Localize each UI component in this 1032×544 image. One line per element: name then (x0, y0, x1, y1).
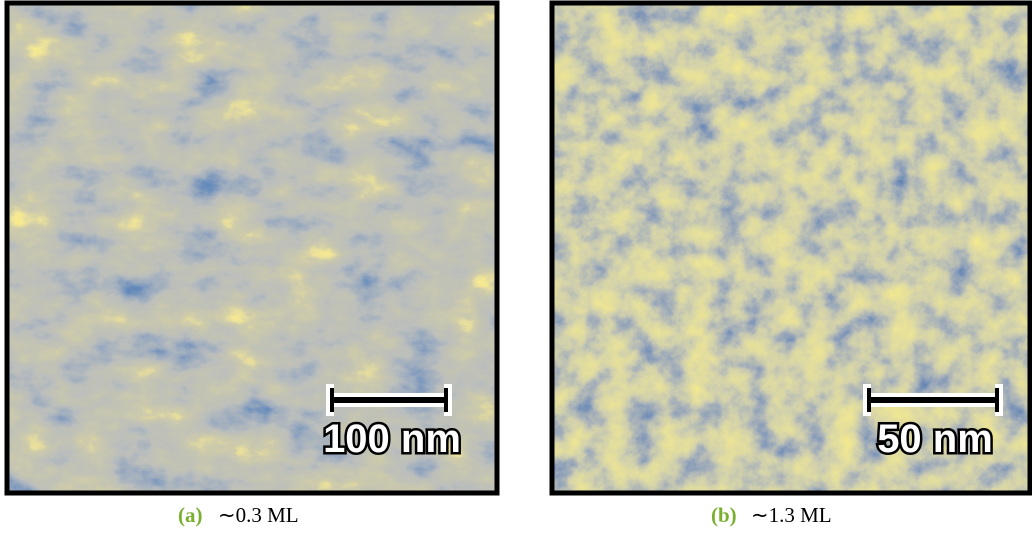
subfigure-caption: ∼0.3 ML (218, 503, 299, 527)
subfigure-caption: ∼1.3 ML (751, 503, 832, 527)
figure: 100 nm 50 nm (a) ∼0.3 ML (b) ∼1.3 ML (0, 0, 1032, 544)
scale-bar-label: 100 nm (323, 417, 461, 461)
scale-bar-label: 50 nm (877, 417, 993, 461)
subfigure-label: (a) (178, 503, 203, 527)
subfigure-label: (b) (711, 503, 737, 527)
page: 100 nm 50 nm (a) ∼0.3 ML (b) ∼1.3 ML (()… (0, 0, 1032, 544)
